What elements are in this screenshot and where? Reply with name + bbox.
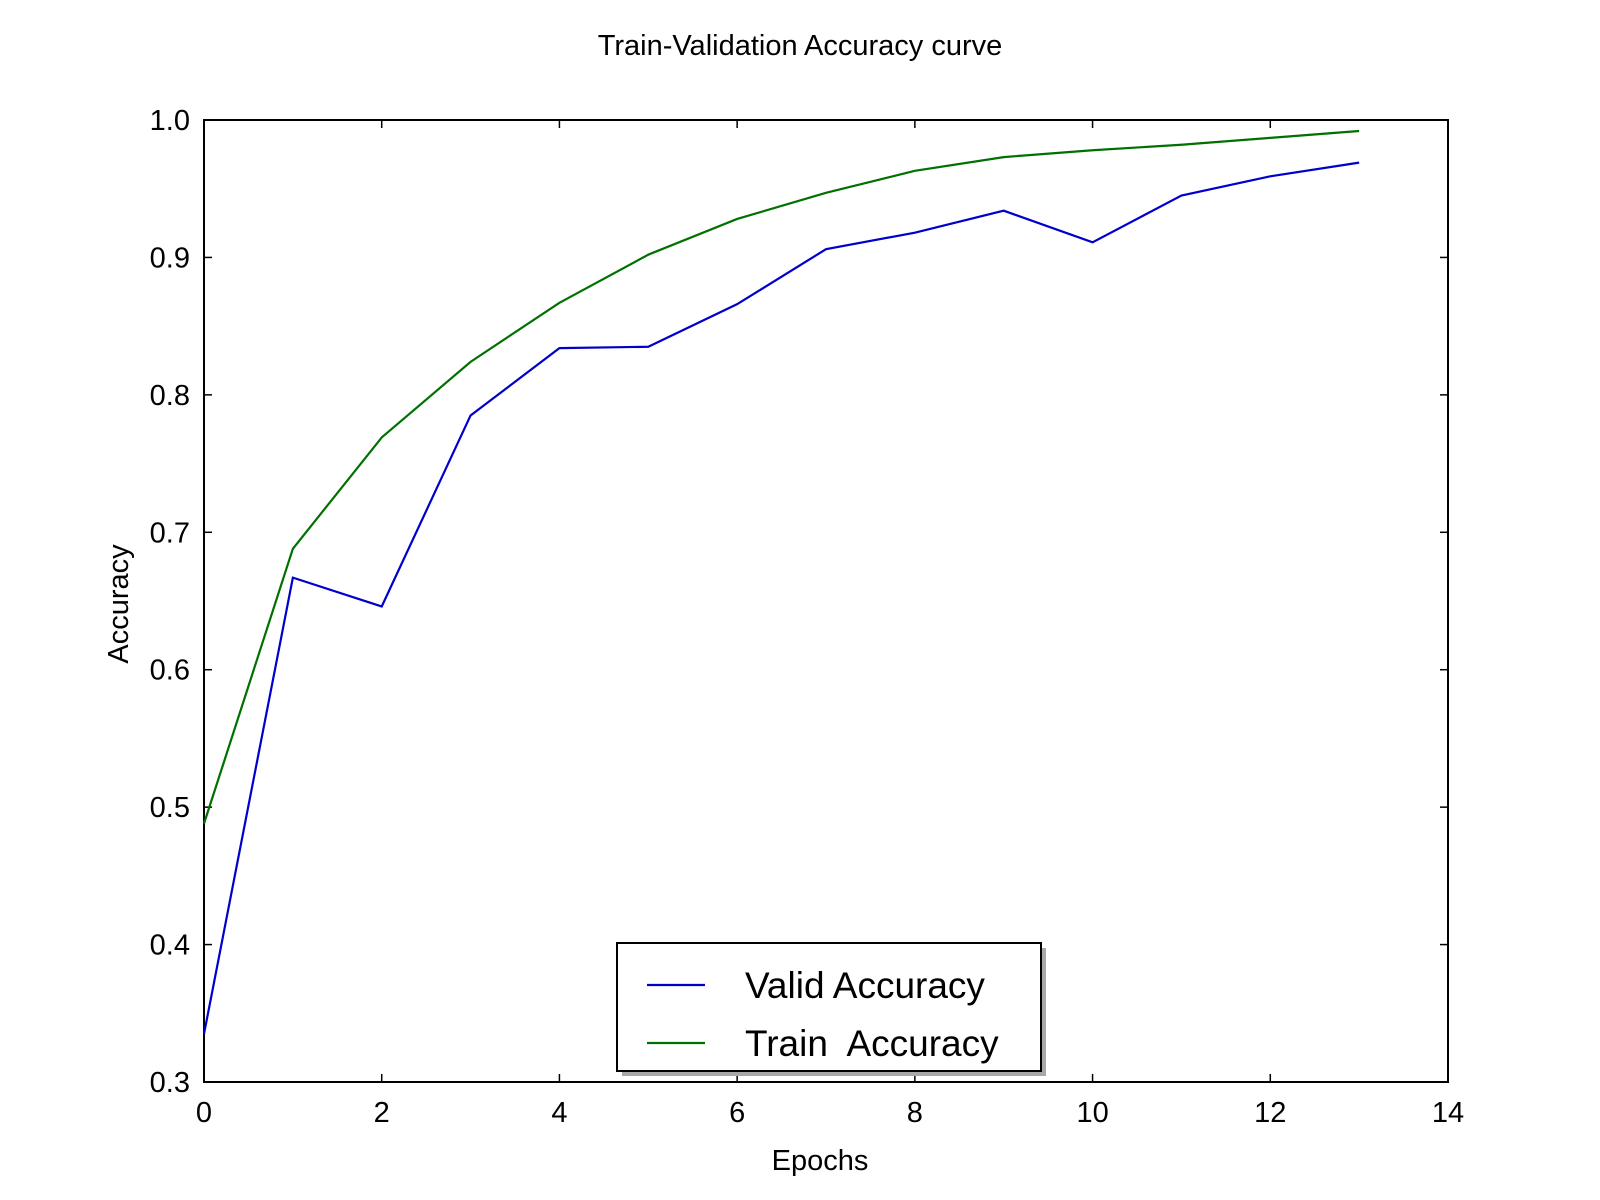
series-line-1 [202,129,1360,824]
y-tick-label: 0.9 [150,242,190,274]
axes-frame [203,119,1449,1083]
series-line-0 [202,161,1360,1035]
y-tick-label: 0.3 [150,1067,190,1099]
x-axis-title: Epochs [772,1145,869,1177]
x-tick-label: 4 [551,1097,567,1129]
y-tick-label: 1.0 [150,105,190,137]
x-tick-label: 12 [1254,1097,1286,1129]
x-tick-label: 8 [907,1097,923,1129]
y-axis-title: Accuracy [103,544,135,664]
x-tick-label: 6 [729,1097,745,1129]
y-tick-label: 0.6 [150,655,190,687]
x-tick-label: 0 [196,1097,212,1129]
x-tick-label: 2 [374,1097,390,1129]
legend-label-1: Train Accuracy [745,1023,999,1064]
x-tick-label: 10 [1076,1097,1108,1129]
plot-area: 0 2 4 6 8 10 12 14 0.3 0.4 0.5 0.6 0.7 0.8 0.9 1.0 [150,105,1464,1129]
legend-box [616,942,1042,1072]
y-tick-label: 0.8 [150,380,190,412]
chart-title: Train-Validation Accuracy curve [598,30,1003,62]
y-tick-label: 0.7 [150,517,190,549]
x-tick-label: 14 [1432,1097,1464,1129]
y-tick-label: 0.5 [150,792,190,824]
y-tick-label: 0.4 [150,930,190,962]
legend: Valid Accuracy Train Accuracy [616,942,1046,1076]
legend-label-0: Valid Accuracy [745,965,985,1006]
